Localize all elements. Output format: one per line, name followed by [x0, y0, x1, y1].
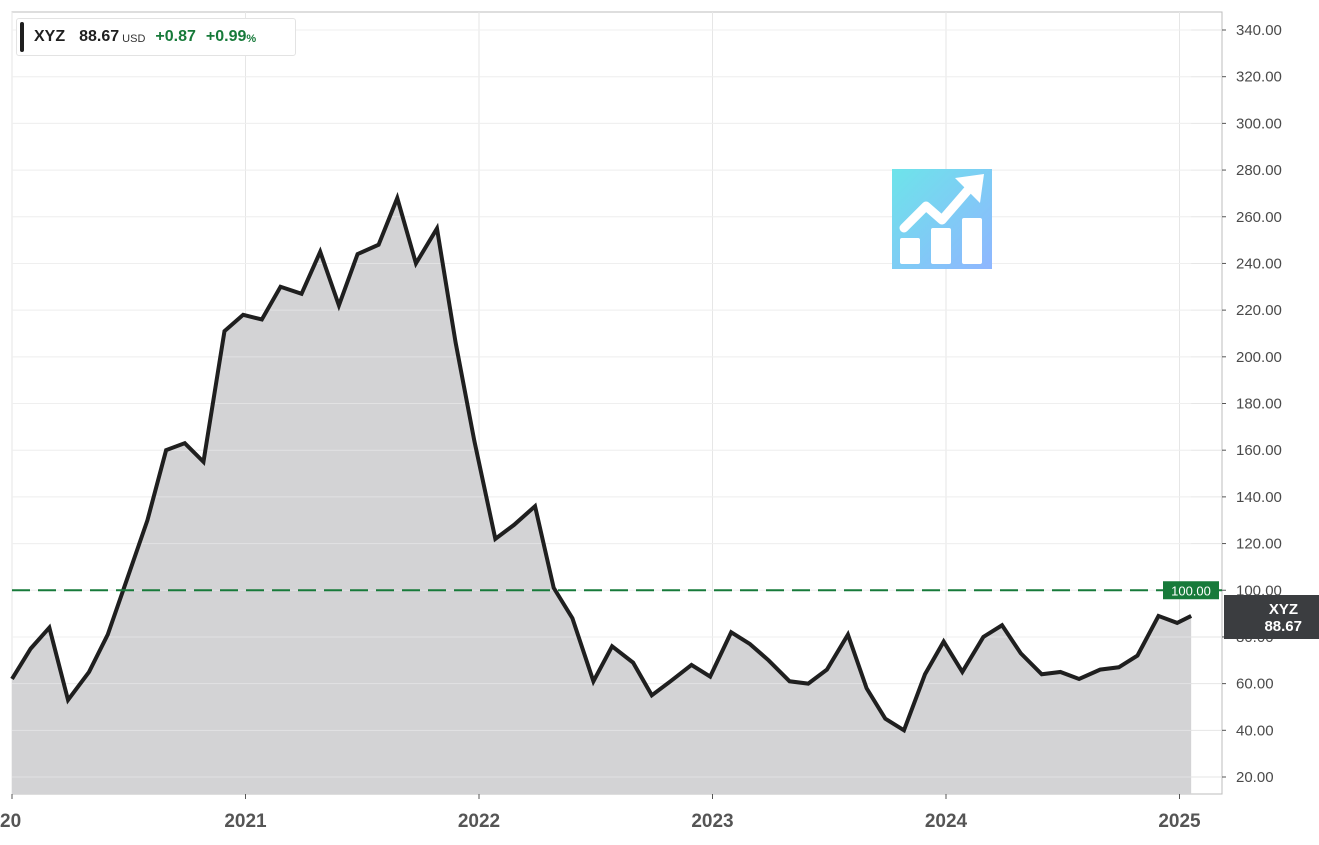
y-tick-label: 280.00 [1236, 162, 1282, 179]
legend-pct-sign: % [246, 33, 256, 45]
x-tick-label: 2025 [1158, 811, 1201, 832]
y-tick-label: 60.00 [1236, 676, 1274, 693]
y-tick-label: 120.00 [1236, 536, 1282, 553]
y-tick-label: 20.00 [1236, 769, 1274, 786]
reference-label: 100.00 [1171, 583, 1211, 598]
logo-bar-1 [900, 238, 920, 264]
series-swatch [20, 22, 24, 52]
legend-change: +0.87 [155, 28, 195, 46]
x-tick-label: 2023 [691, 811, 733, 832]
x-tick-label: 2024 [925, 811, 968, 832]
y-tick-label: 340.00 [1236, 22, 1282, 39]
x-tick-label: 2021 [224, 811, 267, 832]
x-tick-label: 2022 [458, 811, 500, 832]
y-tick-label: 160.00 [1236, 442, 1282, 459]
y-tick-label: 300.00 [1236, 115, 1282, 132]
y-tick-label: 140.00 [1236, 489, 1282, 506]
legend-change-pct: +0.99 [206, 28, 246, 46]
y-tick-label: 240.00 [1236, 255, 1282, 272]
y-tick-label: 320.00 [1236, 69, 1282, 86]
legend-currency: USD [122, 33, 145, 45]
legend-box: XYZ 88.67 USD +0.87 +0.99 % [16, 18, 296, 56]
last-price-symbol: XYZ [1269, 601, 1298, 618]
legend-symbol: XYZ [34, 28, 65, 46]
y-tick-label: 260.00 [1236, 209, 1282, 226]
legend-price: 88.67 [79, 28, 119, 46]
logo-bar-2 [931, 228, 951, 264]
y-tick-label: 220.00 [1236, 302, 1282, 319]
y-tick-label: 40.00 [1236, 722, 1274, 739]
x-tick-label: 20 [0, 811, 21, 832]
last-price-value: 88.67 [1264, 618, 1302, 635]
y-tick-label: 180.00 [1236, 396, 1282, 413]
logo-bar-3 [962, 218, 982, 264]
y-tick-label: 200.00 [1236, 349, 1282, 366]
